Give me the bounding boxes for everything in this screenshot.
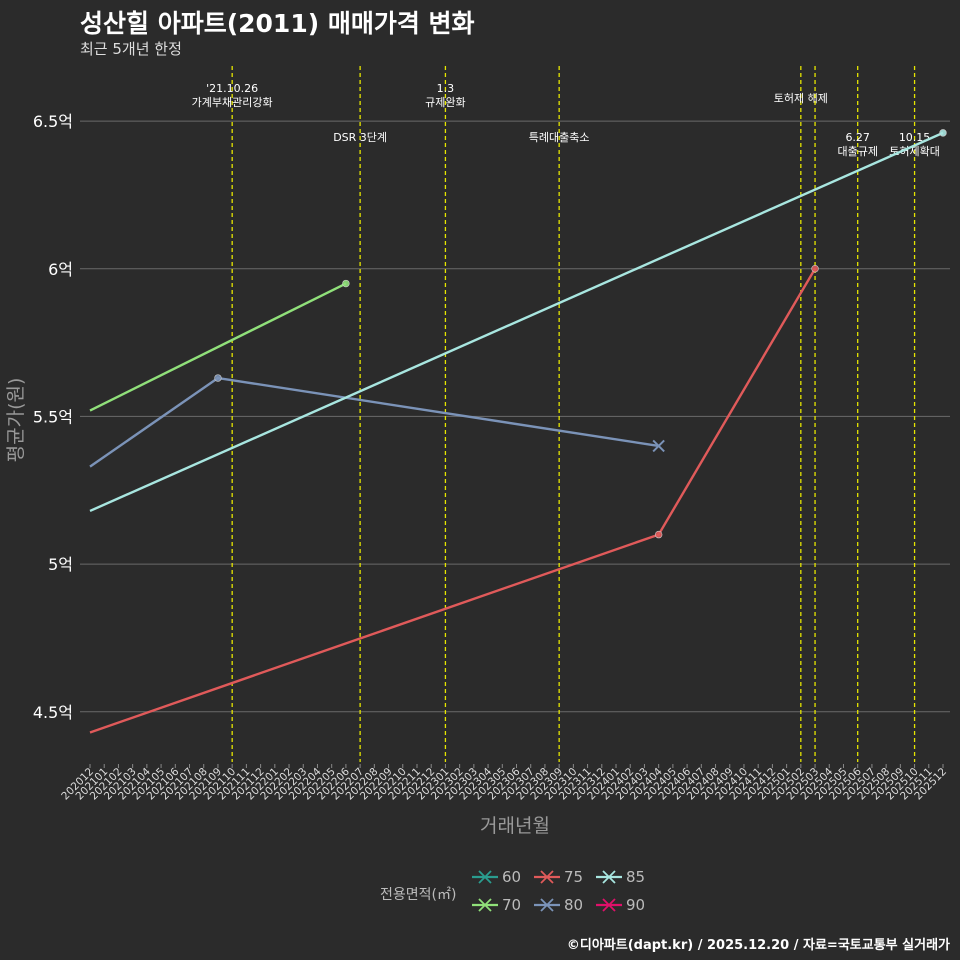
source-caption: ©디아파트(dapt.kr) / 2025.12.20 / 자료=국토교통부 실… xyxy=(566,938,950,953)
legend-key-icon xyxy=(596,870,622,884)
event-label: 대출규제 xyxy=(837,145,877,158)
legend-label: 60 xyxy=(502,868,522,886)
legend-key-cross xyxy=(540,870,554,884)
series-line-75 xyxy=(89,268,817,734)
legend-key-cross xyxy=(478,870,492,884)
event-label: 10.15 xyxy=(899,131,931,144)
legend-key-icon xyxy=(534,898,560,912)
series-line-80 xyxy=(89,376,659,468)
data-point-85 xyxy=(939,129,947,137)
x-tick-labels: 2020122021012021022021032021042021052021… xyxy=(59,764,949,802)
legend-key-cross xyxy=(602,870,616,884)
event-label: 토허제 해제 xyxy=(774,91,828,105)
chart-subtitle: 최근 5개년 한정 xyxy=(80,40,182,58)
legend-key-icon xyxy=(472,898,498,912)
data-point-75 xyxy=(654,530,663,539)
legend-item-75: 75 xyxy=(532,866,602,888)
y-tick-label: 5.5억 xyxy=(33,407,73,426)
series-layer xyxy=(89,129,947,734)
event-label: 특례대출축소 xyxy=(529,131,590,144)
legend-item-80: 80 xyxy=(532,894,602,916)
legend-item-85: 85 xyxy=(594,866,664,888)
y-tick-label: 6.5억 xyxy=(33,112,73,131)
legend-item-90: 90 xyxy=(594,894,664,916)
event-label: '21.10.26 xyxy=(206,82,258,95)
legend-key-cross xyxy=(478,898,492,912)
series-line-70 xyxy=(89,282,347,412)
y-tick-label: 6억 xyxy=(48,260,73,279)
event-label: DSR 3단계 xyxy=(333,131,387,144)
chart-title: 성산힐 아파트(2011) 매매가격 변화 xyxy=(80,9,475,38)
y-tick-labels: 4.5억 5억 5.5억 6억 6.5억 xyxy=(33,112,73,722)
legend-label: 80 xyxy=(564,896,584,914)
data-point-x-80 xyxy=(652,439,665,453)
legend-label: 90 xyxy=(626,896,646,914)
legend-key-icon xyxy=(596,898,622,912)
legend-key-cross xyxy=(540,898,554,912)
event-label: 규제완화 xyxy=(425,96,465,109)
event-label: 가계부채관리강화 xyxy=(192,96,273,109)
event-label: 토허제확대 xyxy=(889,145,940,158)
legend-title: 전용면적(㎡) xyxy=(380,887,457,903)
legend-key-icon xyxy=(534,870,560,884)
y-axis-title: 평균가(원) xyxy=(5,378,27,463)
x-axis-title: 거래년월 xyxy=(480,815,550,837)
legend-label: 70 xyxy=(502,896,522,914)
legend-key-icon xyxy=(472,870,498,884)
legend-item-70: 70 xyxy=(470,894,540,916)
series-line-85 xyxy=(89,131,944,513)
legend-label: 75 xyxy=(564,868,584,886)
event-label: 1.3 xyxy=(437,82,455,95)
event-label: 6.27 xyxy=(845,131,870,144)
y-tick-label: 4.5억 xyxy=(33,703,73,722)
y-tick-label: 5억 xyxy=(48,555,73,574)
data-point-80 xyxy=(214,374,222,382)
legend-item-60: 60 xyxy=(470,866,540,888)
legend-key-cross xyxy=(602,898,616,912)
legend-label: 85 xyxy=(626,868,646,886)
data-point-75 xyxy=(811,265,819,273)
data-point-70 xyxy=(342,279,350,288)
grid-layer xyxy=(80,120,950,713)
